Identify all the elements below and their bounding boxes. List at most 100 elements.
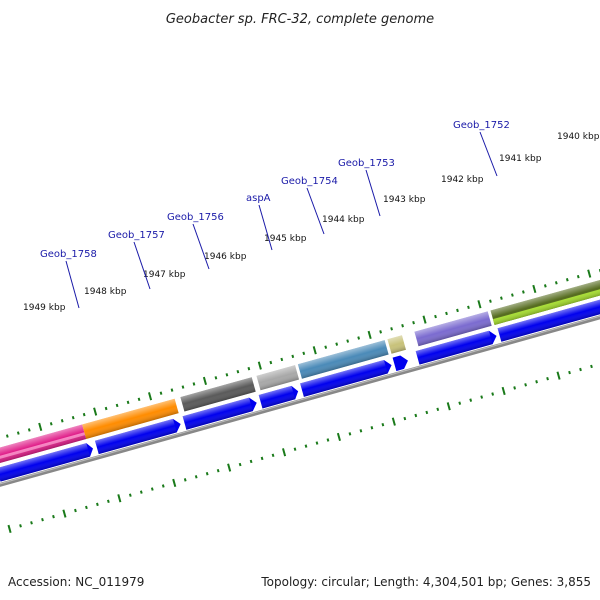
minor-tick <box>139 490 143 494</box>
minor-tick <box>511 293 514 297</box>
minor-tick <box>480 395 484 399</box>
minor-tick <box>469 398 473 402</box>
major-tick <box>117 494 122 503</box>
major-tick <box>446 402 451 411</box>
minor-tick <box>225 373 229 377</box>
major-tick <box>7 524 12 534</box>
minor-tick <box>247 366 251 371</box>
accession-text: Accession: NC_011979 <box>8 575 144 589</box>
kbp-label: 1946 kbp <box>204 252 247 262</box>
minor-tick <box>181 385 185 389</box>
minor-tick <box>590 364 593 369</box>
major-tick <box>367 330 372 340</box>
minor-tick <box>357 336 361 340</box>
minor-tick <box>280 357 284 362</box>
minor-tick <box>71 415 75 420</box>
gene-label-leader <box>479 131 498 177</box>
minor-tick <box>260 456 264 461</box>
gene-label[interactable]: Geob_1753 <box>338 158 395 169</box>
gene-label-leader <box>133 241 151 290</box>
gene-label[interactable]: aspA <box>246 193 271 204</box>
kbp-label: 1940 kbp <box>557 132 600 142</box>
minor-tick <box>324 345 328 349</box>
minor-tick <box>293 447 297 451</box>
tick-row-outer <box>5 268 600 438</box>
kbp-label: 1949 kbp <box>23 303 66 313</box>
minor-tick <box>82 412 86 417</box>
cds-arrow <box>392 355 408 372</box>
minor-tick <box>554 281 558 285</box>
minor-tick <box>535 380 538 384</box>
minor-tick <box>304 444 308 448</box>
minor-tick <box>85 505 88 510</box>
backbone-line <box>0 283 600 492</box>
gene-label[interactable]: Geob_1757 <box>108 230 165 241</box>
major-tick <box>312 346 317 355</box>
minor-tick <box>16 431 20 435</box>
minor-tick <box>348 432 352 436</box>
minor-tick <box>60 419 64 423</box>
minor-tick <box>500 296 503 300</box>
minor-tick <box>194 475 198 479</box>
major-tick <box>477 300 482 309</box>
minor-tick <box>456 308 459 313</box>
minor-tick <box>458 401 462 405</box>
minor-tick <box>513 386 516 390</box>
gene-label[interactable]: Geob_1756 <box>167 212 224 223</box>
kbp-label: 1945 kbp <box>264 234 307 244</box>
gene-label[interactable]: Geob_1752 <box>453 120 510 131</box>
major-tick <box>391 417 396 426</box>
minor-tick <box>436 407 440 412</box>
map-title: Geobacter sp. FRC-32, complete genome <box>166 12 434 27</box>
kbp-labels: 1940 kbp 1941 kbp 1942 kbp 1943 kbp 1944 kbp… <box>23 132 600 313</box>
minor-tick <box>104 406 108 411</box>
minor-tick <box>52 514 55 519</box>
minor-tick <box>41 517 44 522</box>
minor-tick <box>49 422 53 426</box>
minor-tick <box>359 429 363 433</box>
kbp-label: 1948 kbp <box>84 287 127 297</box>
kbp-label: 1941 kbp <box>499 154 542 164</box>
minor-tick <box>249 459 253 464</box>
major-tick <box>93 407 98 416</box>
minor-tick <box>183 478 187 482</box>
kbp-label: 1944 kbp <box>322 215 365 225</box>
major-tick <box>38 422 43 432</box>
cds-sheen <box>0 285 600 482</box>
minor-tick <box>126 400 130 405</box>
gene-label[interactable]: Geob_1754 <box>281 176 338 187</box>
minor-tick <box>524 383 527 387</box>
minor-tick <box>315 441 319 445</box>
minor-tick <box>401 324 404 328</box>
major-tick <box>556 371 561 380</box>
gene-label[interactable]: Geob_1758 <box>40 249 97 260</box>
minor-tick <box>269 360 273 365</box>
minor-tick <box>346 339 350 343</box>
tick-row-inner <box>7 364 593 534</box>
major-tick <box>202 376 207 386</box>
minor-tick <box>128 493 132 497</box>
gene-label-leader <box>306 187 325 235</box>
gene-label-leader <box>65 260 80 309</box>
minor-tick <box>5 434 9 438</box>
gene-track <box>0 265 600 465</box>
major-tick <box>587 269 592 278</box>
minor-tick <box>214 376 218 380</box>
kbp-label: 1947 kbp <box>143 270 186 280</box>
major-tick <box>282 448 287 457</box>
major-tick <box>172 478 177 488</box>
minor-tick <box>370 426 374 430</box>
minor-tick <box>425 410 429 415</box>
minor-tick <box>238 462 242 467</box>
minor-tick <box>19 524 22 528</box>
minor-tick <box>565 278 569 282</box>
minor-tick <box>170 388 174 392</box>
minor-tick <box>115 403 119 408</box>
gene-label-leader <box>192 223 210 270</box>
major-tick <box>336 432 341 442</box>
minor-tick <box>489 299 492 303</box>
minor-tick <box>467 305 470 310</box>
minor-tick <box>546 376 549 381</box>
major-tick <box>532 284 537 294</box>
